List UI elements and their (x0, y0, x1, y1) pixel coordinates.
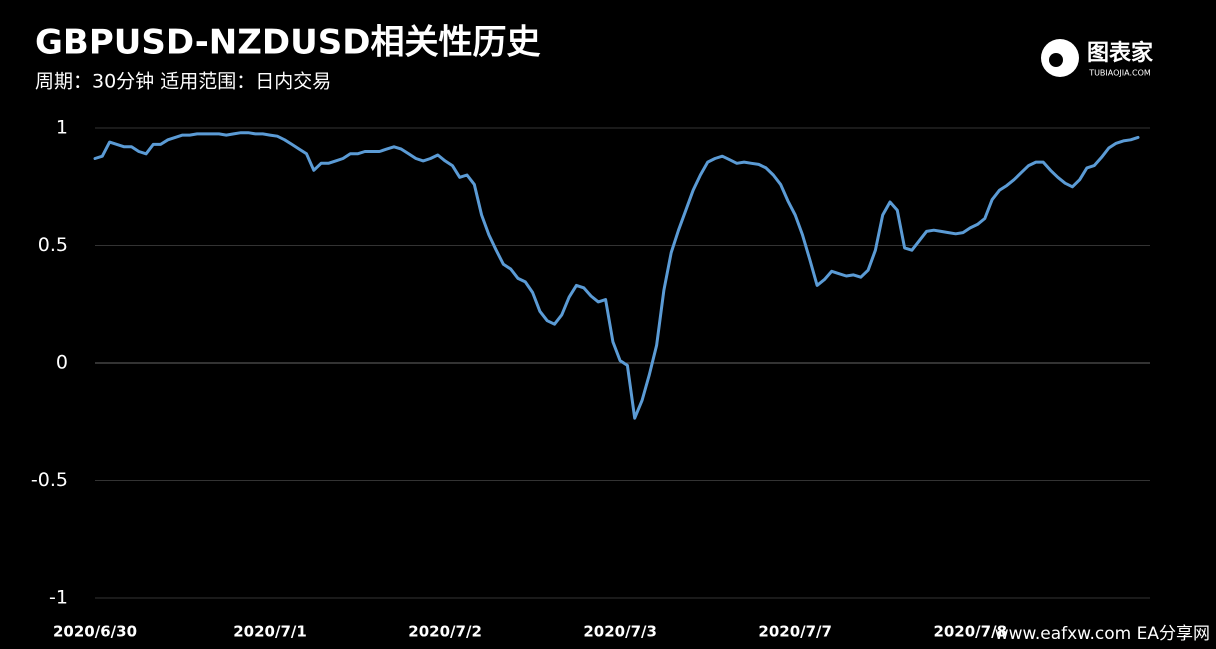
y-tick-label: -0.5 (31, 469, 68, 491)
y-tick-label: 0 (56, 352, 68, 374)
x-tick-label: 2020/7/1 (233, 623, 307, 641)
x-tick-label: 2020/7/8 (933, 623, 1007, 641)
x-tick-label: 2020/7/2 (408, 623, 482, 641)
y-tick-label: 0.5 (38, 234, 68, 256)
logo: 图表家 TUBIAOJIA.COM (1041, 39, 1154, 78)
y-tick-label: 1 (56, 117, 68, 139)
line (93, 131, 1140, 420)
watermark: www.eafxw.com EA分享网 (995, 624, 1210, 644)
x-tick-label: 2020/6/30 (53, 623, 137, 641)
logo-name: 图表家 (1087, 40, 1154, 66)
y-tick-label: -1 (49, 587, 68, 609)
logo-site: TUBIAOJIA.COM (1088, 69, 1151, 78)
x-tick-label: 2020/7/3 (583, 623, 657, 641)
chart-title: GBPUSD-NZDUSD相关性历史 (35, 23, 540, 63)
logo-icon-eye (1049, 53, 1063, 67)
chart-subtitle: 周期：30分钟 适用范围：日内交易 (35, 71, 331, 93)
x-tick-label: 2020/7/7 (758, 623, 832, 641)
